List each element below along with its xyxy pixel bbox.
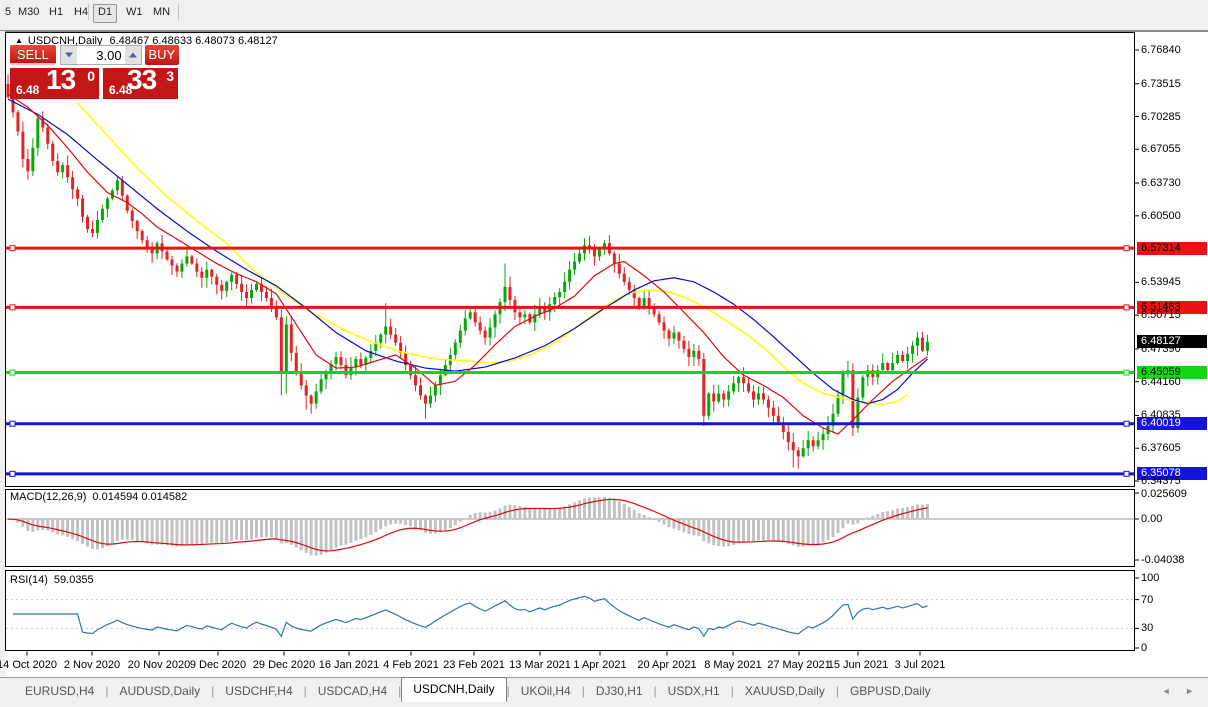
tab-ukoil-h4[interactable]: UKOil,H4 (520, 684, 571, 698)
buy-price-big-digits: 33 (127, 64, 157, 95)
tab-usdcnh-daily[interactable]: USDCNH,Daily (401, 677, 507, 702)
tab-separator: | (835, 684, 839, 698)
volume-stepper (59, 45, 142, 65)
toolbar-divider (178, 4, 179, 20)
tab-eurusd-h4[interactable]: EURUSD,H4 (25, 684, 95, 698)
timeframe-button-w1[interactable]: W1 (126, 6, 143, 18)
chart-window-left-border (0, 31, 5, 676)
tab-audusd-daily[interactable]: AUDUSD,Daily (119, 684, 201, 698)
collapse-panel-icon[interactable]: ▲ (15, 36, 23, 45)
tab-separator: | (581, 684, 585, 698)
buy-price-display[interactable]: 6.48 33 3 (103, 64, 178, 99)
sell-price-big-digits: 13 (46, 64, 76, 95)
timeframe-toolbar: 5 M30 H1 H4 D1 W1 MN (0, 0, 1208, 30)
sell-button[interactable]: SELL (10, 45, 56, 65)
tab-separator: | (506, 684, 510, 698)
triangle-down-icon (64, 52, 73, 58)
chart-tab-bar: ◄ ► EURUSD,H4 | AUDUSD,Daily | USDCHF,H4 | USD… (0, 677, 1208, 707)
tab-xauusd-daily[interactable]: XAUUSD,Daily (744, 684, 825, 698)
timeframe-button-d1[interactable]: D1 (93, 4, 118, 23)
tab-separator: | (398, 684, 402, 698)
buy-price-pip-digit: 3 (166, 68, 174, 84)
sell-price-display[interactable]: 6.48 13 0 (10, 64, 99, 99)
buy-button[interactable]: BUY (144, 45, 179, 65)
tab-dj30-h1[interactable]: DJ30,H1 (595, 684, 643, 698)
tab-separator: | (303, 684, 307, 698)
timeframe-button-m30[interactable]: M30 (18, 6, 40, 18)
tab-separator: | (730, 684, 734, 698)
sell-price-prefix: 6.48 (16, 83, 40, 97)
tab-gbpusd-daily[interactable]: GBPUSD,Daily (849, 684, 931, 698)
tab-scroll-right-icon[interactable]: ► (1185, 686, 1200, 696)
timeframe-button-h4[interactable]: H4 (74, 6, 89, 18)
timeframe-button-h1[interactable]: H1 (49, 6, 64, 18)
chart-window (0, 31, 1208, 677)
volume-increase-button[interactable] (124, 46, 141, 64)
timeframe-button-5[interactable]: 5 (5, 6, 12, 18)
volume-decrease-button[interactable] (60, 46, 77, 64)
tab-usdx-h1[interactable]: USDX,H1 (667, 684, 720, 698)
tab-scroll-left-icon[interactable]: ◄ (1161, 686, 1177, 696)
tab-usdcad-h4[interactable]: USDCAD,H4 (317, 684, 388, 698)
tab-separator: | (211, 684, 215, 698)
tab-separator: | (653, 684, 657, 698)
volume-input[interactable] (76, 46, 125, 64)
tab-usdchf-h4[interactable]: USDCHF,H4 (225, 684, 293, 698)
one-click-trade-panel: SELL BUY 6.48 13 0 6.48 33 3 (10, 45, 179, 99)
tab-separator: | (105, 684, 109, 698)
sell-price-pip-digit: 0 (87, 68, 95, 84)
tab-scroll-arrows: ◄ ► (1162, 686, 1200, 696)
triangle-up-icon (128, 52, 137, 58)
timeframe-button-mn[interactable]: MN (153, 6, 171, 18)
toolbar-divider (88, 4, 89, 20)
